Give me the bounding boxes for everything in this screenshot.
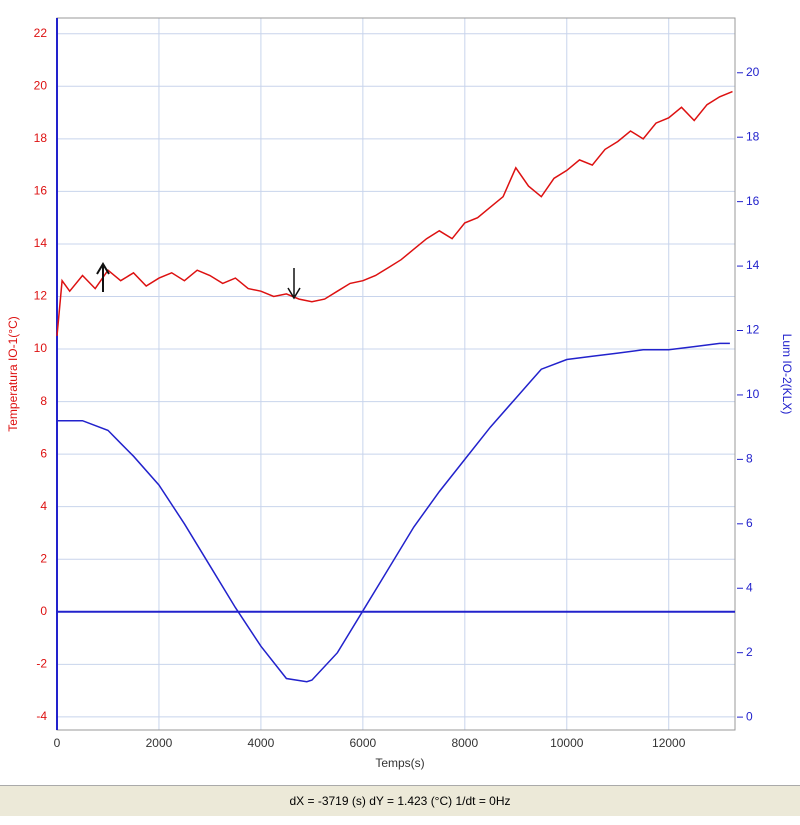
- y-axis-label: Temperatura IO-1(°C): [6, 316, 20, 432]
- y-tick-label: -4: [36, 709, 47, 723]
- y-tick-label: 14: [34, 236, 48, 250]
- y2-tick-label: 20: [746, 65, 760, 79]
- y2-tick-label: 8: [746, 452, 753, 466]
- x-tick-label: 12000: [652, 736, 686, 750]
- y-tick-label: 2: [40, 551, 47, 565]
- y-tick-label: 0: [40, 604, 47, 618]
- y2-tick-label: 16: [746, 194, 760, 208]
- x-tick-label: 6000: [350, 736, 377, 750]
- y2-tick-label: 10: [746, 387, 760, 401]
- x-tick-label: 10000: [550, 736, 584, 750]
- data-line: [57, 342, 730, 683]
- y-tick-label: 12: [34, 289, 48, 303]
- y-tick-label: -2: [36, 656, 47, 670]
- x-tick-label: 8000: [451, 736, 478, 750]
- y-tick-label: 18: [34, 131, 48, 145]
- cursor-arrow: [287, 268, 301, 300]
- y2-tick-label: 2: [746, 645, 753, 659]
- y2-tick-label: 12: [746, 323, 760, 337]
- y-tick-label: 10: [34, 341, 48, 355]
- x-tick-label: 4000: [248, 736, 275, 750]
- background: [0, 0, 800, 785]
- x-axis-label: Temps(s): [375, 756, 424, 770]
- cursor-arrow: [96, 262, 110, 292]
- chart: Temps(s) Temperatura IO-1(°C) Lum IO-2(K…: [0, 0, 800, 785]
- status-bar: dX = -3719 (s) dY = 1.423 (°C) 1/dt = 0H…: [0, 785, 800, 816]
- x-tick-label: 0: [54, 736, 61, 750]
- y2-tick-label: 18: [746, 129, 760, 143]
- y-tick-label: 20: [34, 78, 48, 92]
- plot-area: 0 2000 4000 6000 8000 10000 12000 -4 -2 0 2 4 6 8 10 12…: [34, 17, 760, 750]
- data-line: [56, 90, 733, 336]
- y2-tick-label: 6: [746, 516, 753, 530]
- y2-axis-label: Lum IO-2(KLX): [780, 334, 794, 415]
- y2-tick-label: 0: [746, 709, 753, 723]
- y-tick-label: 16: [34, 184, 48, 198]
- y-tick-label: 4: [40, 499, 47, 513]
- y2-tick-label: 4: [746, 580, 753, 594]
- y2-tick-label: 14: [746, 258, 760, 272]
- y-tick-label: 22: [34, 26, 48, 40]
- x-tick-label: 2000: [146, 736, 173, 750]
- y-tick-label: 8: [40, 394, 47, 408]
- y-tick-label: 6: [40, 446, 47, 460]
